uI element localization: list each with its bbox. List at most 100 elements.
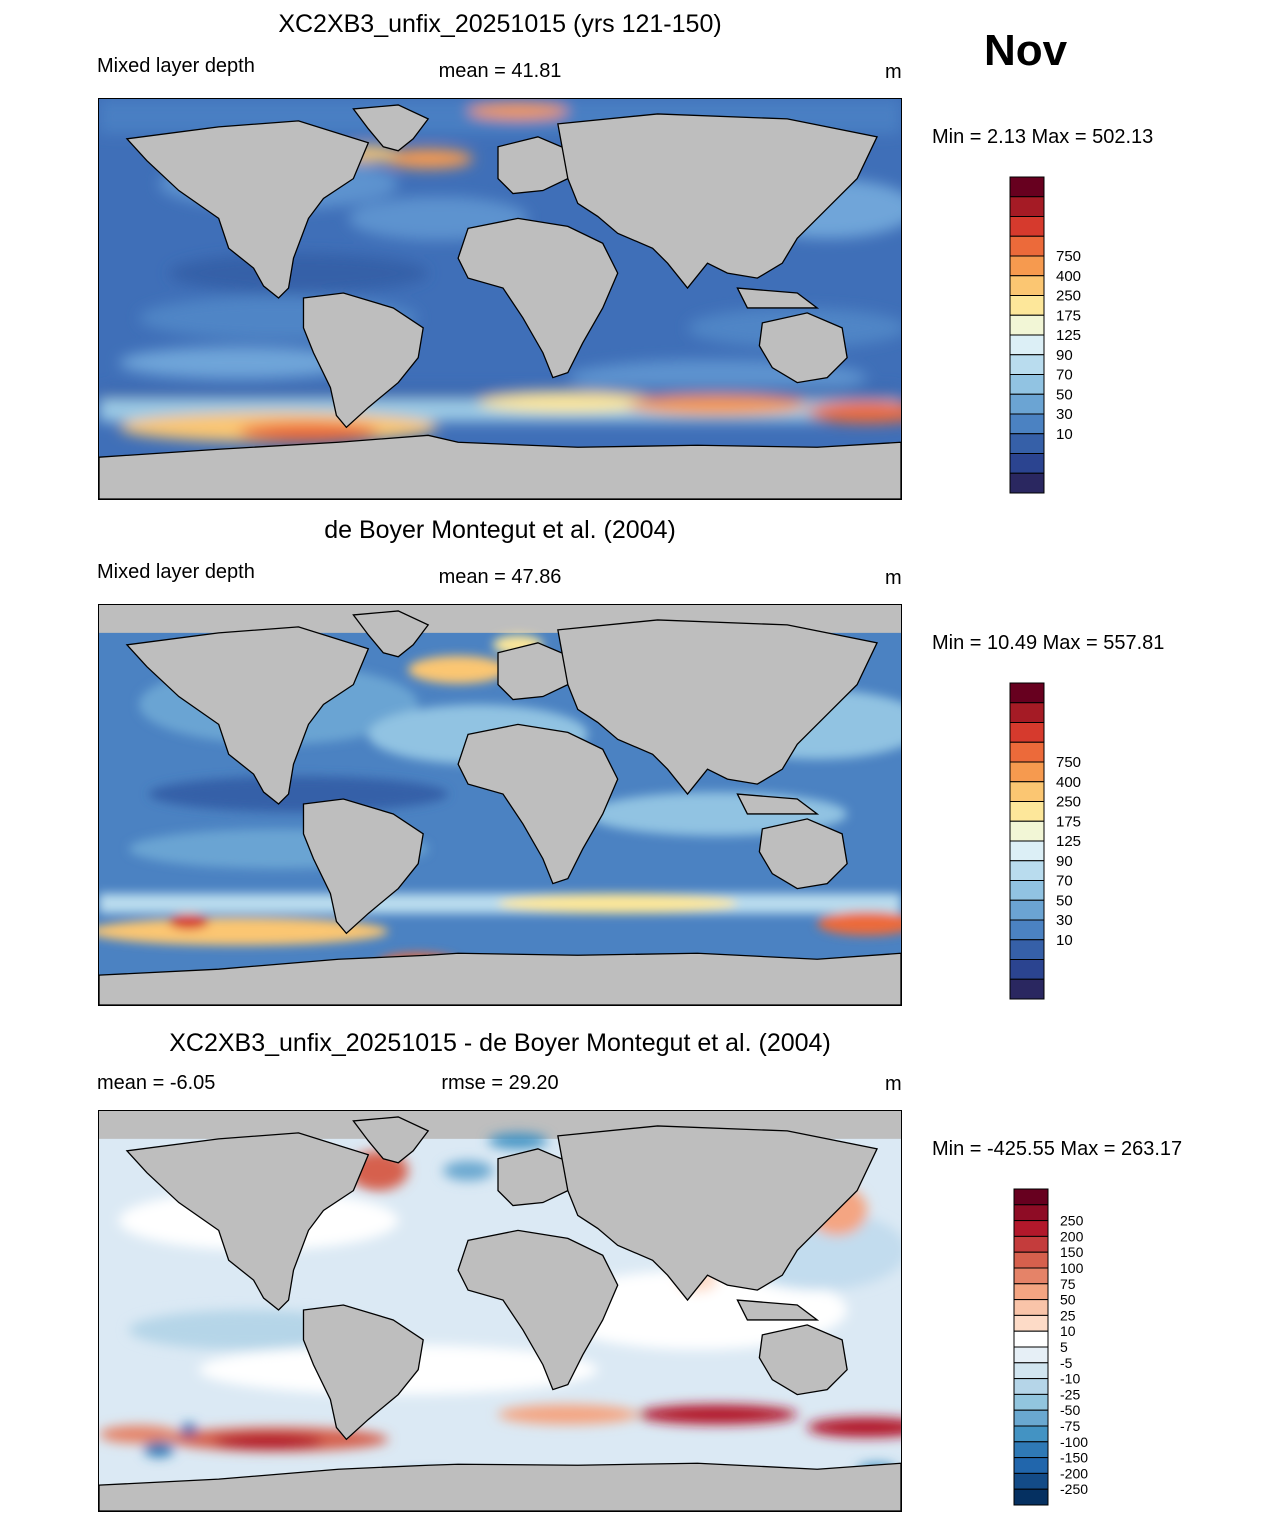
colorbar-label: -75	[1060, 1418, 1080, 1434]
panel-1-land	[99, 104, 901, 499]
colorbar-label: -50	[1060, 1402, 1080, 1418]
colorbar-label: -25	[1060, 1386, 1080, 1402]
colorbar-box	[1009, 176, 1045, 198]
colorbar-label: 30	[1056, 406, 1073, 423]
colorbar-box	[1013, 1299, 1049, 1316]
colorbar-label: 150	[1060, 1244, 1084, 1260]
colorbar-label: 750	[1056, 248, 1081, 265]
colorbar-box	[1009, 722, 1045, 743]
colorbar-box	[1013, 1488, 1049, 1506]
colorbar-box	[1013, 1378, 1049, 1395]
colorbar-box	[1009, 781, 1045, 802]
colorbar-box	[1013, 1283, 1049, 1301]
panel-1-variable-label: Mixed layer depth	[97, 55, 255, 77]
colorbar-box	[1009, 472, 1045, 494]
colorbar-label: 400	[1056, 774, 1081, 791]
panel-3-units-label: m	[885, 1073, 902, 1095]
colorbar-box	[1009, 374, 1045, 395]
panel-1-colorbar-svg: 750 400 250 175 125 90 70 50 30 10	[1009, 176, 1081, 494]
colorbar-box	[1009, 235, 1045, 257]
panel-1-units-label: m	[885, 61, 902, 83]
colorbar-box	[1009, 899, 1045, 921]
colorbar-box	[1009, 919, 1045, 941]
panel-3-min-max: Min = -425.55 Max = 263.17	[932, 1138, 1183, 1160]
colorbar-box	[1013, 1457, 1049, 1474]
colorbar-box	[1009, 354, 1045, 375]
panel-3-mean-label: mean = -6.05	[97, 1072, 216, 1094]
colorbar-box	[1009, 741, 1045, 763]
colorbar-box	[1009, 275, 1045, 296]
colorbar-box	[1013, 1393, 1049, 1411]
colorbar-box	[1013, 1409, 1049, 1427]
colorbar-box	[1009, 761, 1045, 783]
panel-3-map	[98, 1110, 902, 1512]
colorbar-box	[1009, 880, 1045, 901]
panel-1-title: XC2XB3_unfix_20251015 (yrs 121-150)	[278, 10, 722, 38]
colorbar-label: 50	[1056, 892, 1073, 909]
colorbar-label: 200	[1060, 1228, 1084, 1244]
panel-3-title: XC2XB3_unfix_20251015 - de Boyer Montegu…	[169, 1029, 831, 1057]
colorbar-box	[1009, 334, 1045, 356]
panel-3-colorbar: 250 200 150 100 75 50 25 10 5 -5 -10 -25 -50 -75 -100-…	[1012, 1187, 1122, 1507]
colorbar-box	[1009, 314, 1045, 336]
colorbar-box	[1013, 1220, 1049, 1237]
panel-1-min-max: Min = 2.13 Max = 502.13	[932, 126, 1154, 148]
panel-2-title: de Boyer Montegut et al. (2004)	[324, 516, 676, 544]
colorbar-label: 125	[1056, 833, 1081, 850]
colorbar-label: -200	[1060, 1465, 1088, 1481]
colorbar-label: 25	[1060, 1307, 1076, 1323]
panel-1-colorbar: 750 400 250 175 125 90 70 50 30 10	[1008, 175, 1118, 495]
colorbar-label: 10	[1056, 426, 1073, 443]
panel-2-colorbar: 750 400 250 175 125 90 70 50 30 10	[1008, 681, 1118, 1001]
colorbar-box	[1009, 255, 1045, 277]
colorbar-label: -150	[1060, 1450, 1088, 1466]
colorbar-box	[1013, 1346, 1049, 1364]
colorbar-box	[1009, 216, 1045, 237]
colorbar-box	[1013, 1330, 1049, 1348]
colorbar-box	[1013, 1204, 1049, 1222]
colorbar-label: 750	[1056, 754, 1081, 771]
colorbar-label: 400	[1056, 268, 1081, 285]
panel-2-units-label: m	[885, 567, 902, 589]
colorbar-box	[1009, 939, 1045, 960]
colorbar-box	[1013, 1472, 1049, 1490]
colorbar-label: 50	[1060, 1292, 1076, 1308]
colorbar-label: -250	[1060, 1481, 1088, 1497]
colorbar-label: -100	[1060, 1434, 1088, 1450]
month-label: Nov	[984, 26, 1068, 75]
colorbar-label: 10	[1060, 1323, 1076, 1339]
panel-3-rmse-label: rmse = 29.20	[441, 1072, 559, 1094]
colorbar-box	[1013, 1362, 1049, 1380]
colorbar-box	[1009, 801, 1045, 822]
colorbar-box	[1013, 1441, 1049, 1459]
panel-1-mean-label: mean = 41.81	[438, 60, 562, 82]
panel-2-min-max: Min = 10.49 Max = 557.81	[932, 632, 1165, 654]
colorbar-label: 75	[1060, 1276, 1076, 1292]
colorbar-label: 90	[1056, 347, 1073, 364]
colorbar-label: 70	[1056, 873, 1073, 890]
colorbar-label: 250	[1056, 288, 1081, 305]
colorbar-label: 90	[1056, 853, 1073, 870]
colorbar-box	[1009, 820, 1045, 842]
colorbar-box	[1009, 959, 1045, 980]
colorbar-label: 125	[1056, 327, 1081, 344]
colorbar-label: 70	[1056, 367, 1073, 384]
colorbar-box	[1013, 1235, 1049, 1253]
panel-2-variable-label: Mixed layer depth	[97, 561, 255, 583]
panel-2-map	[98, 604, 902, 1006]
colorbar-label: -5	[1060, 1355, 1073, 1371]
colorbar-box	[1009, 413, 1045, 435]
panel-1-map	[98, 98, 902, 500]
colorbar-label: -10	[1060, 1371, 1080, 1387]
colorbar-box	[1009, 196, 1045, 217]
colorbar-box	[1009, 682, 1045, 704]
colorbar-label: 10	[1056, 932, 1073, 949]
colorbar-box	[1009, 295, 1045, 316]
colorbar-box	[1013, 1251, 1049, 1269]
colorbar-box	[1009, 433, 1045, 454]
colorbar-label: 250	[1056, 794, 1081, 811]
colorbar-label: 175	[1056, 307, 1081, 324]
colorbar-box	[1013, 1188, 1049, 1206]
panel-2-colorbar-svg: 750 400 250 175 125 90 70 50 30 10	[1009, 682, 1081, 1000]
colorbar-box	[1009, 840, 1045, 862]
